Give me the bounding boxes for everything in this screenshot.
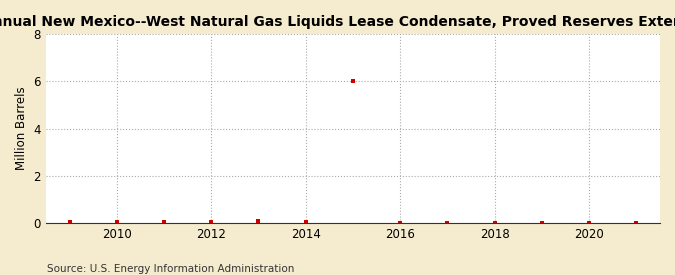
Title: Annual New Mexico--West Natural Gas Liquids Lease Condensate, Proved Reserves Ex: Annual New Mexico--West Natural Gas Liqu… [0, 15, 675, 29]
Y-axis label: Million Barrels: Million Barrels [15, 87, 28, 170]
Text: Source: U.S. Energy Information Administration: Source: U.S. Energy Information Administ… [47, 264, 294, 274]
